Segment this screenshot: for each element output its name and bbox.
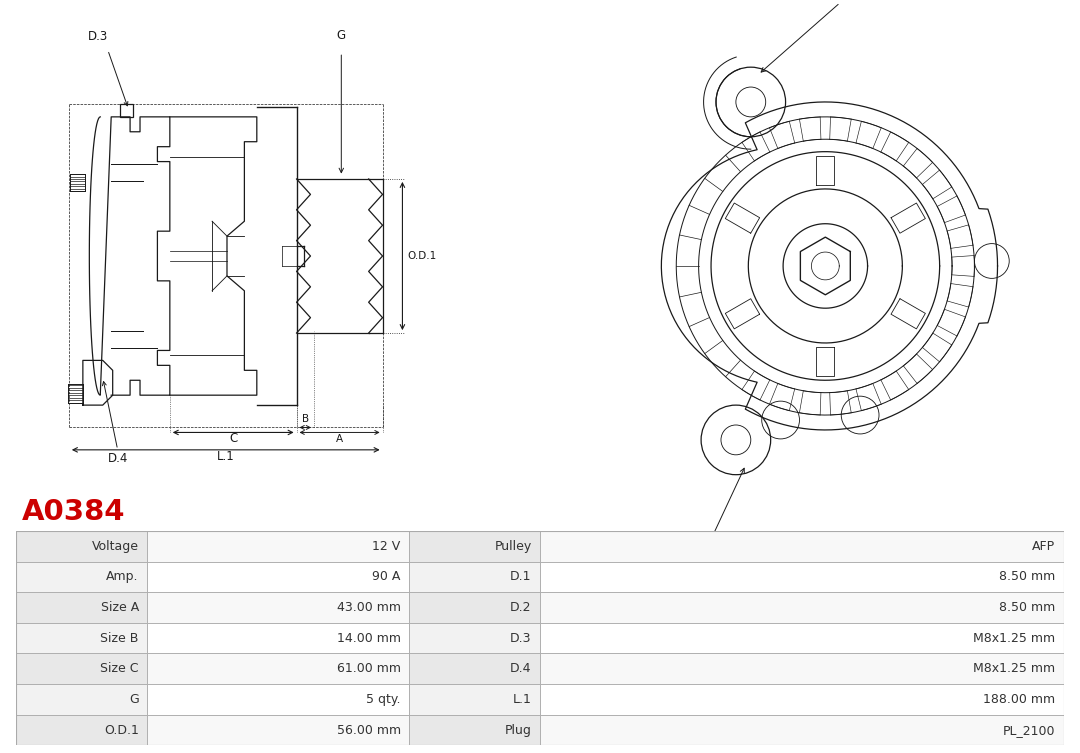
- Bar: [409, 654, 540, 684]
- Bar: [409, 562, 540, 592]
- Bar: [540, 654, 1064, 684]
- Text: Size A: Size A: [100, 601, 138, 614]
- Bar: [540, 715, 1064, 745]
- Bar: [540, 531, 1064, 562]
- Text: M8x1.25 mm: M8x1.25 mm: [973, 663, 1055, 675]
- Text: O.D.1: O.D.1: [407, 251, 436, 261]
- Bar: [147, 684, 409, 715]
- Bar: [120, 105, 133, 117]
- Bar: [409, 592, 540, 623]
- Text: Plug: Plug: [504, 724, 531, 736]
- Text: A: A: [336, 434, 343, 444]
- Bar: [540, 684, 1064, 715]
- Text: C: C: [229, 432, 238, 445]
- Bar: [16, 715, 147, 745]
- Text: 188.00 mm: 188.00 mm: [983, 693, 1055, 706]
- Text: 56.00 mm: 56.00 mm: [337, 724, 401, 736]
- Bar: [409, 684, 540, 715]
- Bar: [16, 562, 147, 592]
- Text: M8x1.25 mm: M8x1.25 mm: [973, 632, 1055, 645]
- Bar: [540, 562, 1064, 592]
- Bar: [147, 562, 409, 592]
- Text: B: B: [301, 413, 309, 423]
- Bar: [147, 531, 409, 562]
- Text: AFP: AFP: [1032, 540, 1055, 553]
- Bar: [16, 531, 147, 562]
- Text: 5 qty.: 5 qty.: [366, 693, 401, 706]
- Text: D.3: D.3: [510, 632, 531, 645]
- Text: 8.50 mm: 8.50 mm: [999, 570, 1055, 584]
- Bar: [409, 531, 540, 562]
- Text: Pulley: Pulley: [495, 540, 531, 553]
- Bar: [409, 623, 540, 654]
- Text: 90 A: 90 A: [373, 570, 401, 584]
- Bar: [147, 623, 409, 654]
- Text: 61.00 mm: 61.00 mm: [337, 663, 401, 675]
- Bar: [16, 684, 147, 715]
- Text: L.1: L.1: [217, 450, 234, 463]
- Text: Voltage: Voltage: [92, 540, 138, 553]
- Text: G: G: [337, 29, 346, 42]
- Text: D.4: D.4: [510, 663, 531, 675]
- Text: 14.00 mm: 14.00 mm: [337, 632, 401, 645]
- Text: G: G: [129, 693, 138, 706]
- Text: O.D.1: O.D.1: [104, 724, 138, 736]
- Text: 43.00 mm: 43.00 mm: [337, 601, 401, 614]
- Bar: [16, 623, 147, 654]
- Text: D.4: D.4: [108, 453, 127, 465]
- Text: Size B: Size B: [100, 632, 138, 645]
- Text: 8.50 mm: 8.50 mm: [999, 601, 1055, 614]
- Bar: [147, 654, 409, 684]
- Text: 12 V: 12 V: [373, 540, 401, 553]
- Bar: [147, 715, 409, 745]
- Text: D.2: D.2: [691, 549, 712, 562]
- Text: PL_2100: PL_2100: [1003, 724, 1055, 736]
- Bar: [147, 592, 409, 623]
- Text: D.3: D.3: [87, 30, 108, 43]
- Text: A0384: A0384: [22, 498, 125, 526]
- Text: Amp.: Amp.: [106, 570, 138, 584]
- Text: D.1: D.1: [510, 570, 531, 584]
- Bar: [16, 654, 147, 684]
- Text: L.1: L.1: [513, 693, 531, 706]
- Bar: [540, 592, 1064, 623]
- Bar: [16, 592, 147, 623]
- Text: D.2: D.2: [510, 601, 531, 614]
- Bar: [409, 715, 540, 745]
- Bar: [540, 623, 1064, 654]
- Text: Size C: Size C: [100, 663, 138, 675]
